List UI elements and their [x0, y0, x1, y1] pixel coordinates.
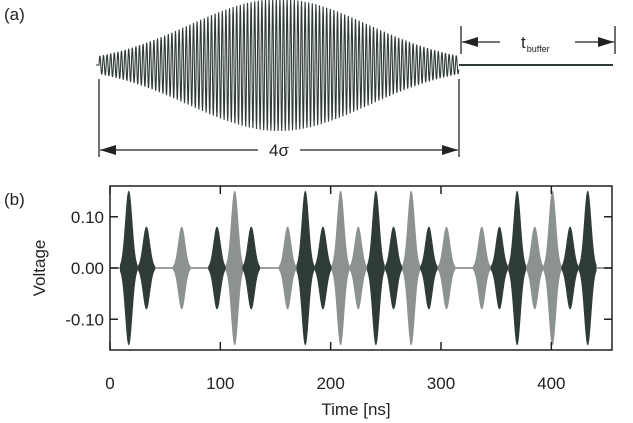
buffer-right-arrowhead	[598, 37, 614, 47]
pulse-21	[561, 226, 579, 310]
pulse-6	[278, 226, 297, 310]
pulse-15	[437, 226, 456, 310]
pulse-16	[473, 226, 491, 310]
x-tick-label-4: 400	[537, 374, 565, 393]
pulse-11	[367, 190, 385, 346]
gaussian-pulse	[96, 0, 460, 132]
y-tick-label-1: 0.00	[71, 259, 104, 278]
pulse-14	[420, 226, 438, 310]
x-tick-label-1: 100	[206, 374, 234, 393]
pulse-3	[208, 226, 226, 310]
buffer-label-sub: buffer	[527, 44, 550, 54]
pulse-10	[349, 226, 368, 310]
pulse-20	[543, 190, 562, 346]
pulse-12	[384, 226, 403, 310]
panel-a-label: (a)	[4, 5, 25, 24]
pulse-22	[578, 190, 597, 346]
panel-b-axes: 0 100 200 300 400 0.10 0.00 -0.10	[65, 186, 612, 393]
pulse-8	[314, 226, 332, 310]
y-tick-label-0: 0.10	[71, 208, 104, 227]
sigma-left-arrowhead	[100, 145, 116, 155]
x-tick-label-0: 0	[105, 374, 114, 393]
x-axis-title: Time [ns]	[321, 400, 390, 419]
pulse-9	[331, 190, 350, 346]
pulse-0	[119, 190, 138, 346]
buffer-label-main: t	[521, 33, 526, 52]
x-tick-label-3: 300	[427, 374, 455, 393]
x-tick-label-2: 200	[316, 374, 344, 393]
panel-a-waveform	[96, 0, 613, 132]
pulse-18	[508, 190, 526, 346]
y-axis-title: Voltage	[30, 240, 49, 297]
pulse-19	[525, 226, 544, 310]
buffer-left-arrowhead	[462, 37, 478, 47]
pulse-7	[296, 190, 315, 346]
y-tick-label-2: -0.10	[65, 310, 104, 329]
panel-b-pulses	[110, 190, 612, 346]
pulse-13	[402, 190, 420, 346]
sigma-right-arrowhead	[442, 145, 458, 155]
pulse-4	[225, 190, 244, 346]
buffer-label: tbuffer	[521, 33, 550, 54]
panel-b-label: (b)	[4, 190, 25, 209]
pulse-1	[137, 226, 156, 310]
sigma-dimension	[98, 79, 460, 157]
pulse-17	[490, 226, 509, 310]
pulse-2	[172, 226, 191, 310]
sigma-label: 4σ	[269, 141, 289, 160]
pulse-5	[242, 226, 261, 310]
